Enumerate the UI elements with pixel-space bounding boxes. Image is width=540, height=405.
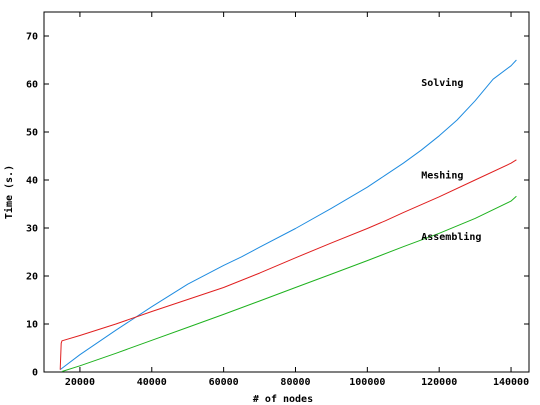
series-labels: Solving Meshing Assembling	[421, 77, 481, 243]
y-axis-label: Time (s.)	[3, 165, 15, 219]
y-tick-label: 40	[26, 176, 38, 187]
y-tick-label: 70	[26, 32, 38, 43]
series-line-meshing	[59, 159, 517, 370]
axis-ticks: 20000 40000 60000 80000 100000 120000 140000 0 1…	[26, 12, 529, 388]
series-label-solving: Solving	[421, 77, 463, 89]
x-axis-label: # of nodes	[253, 394, 313, 405]
series-line-solving	[59, 59, 517, 370]
y-tick-label: 20	[26, 272, 38, 283]
y-tick-label: 0	[32, 368, 38, 379]
x-tick-label: 120000	[421, 377, 457, 388]
series-line-assembling	[61, 195, 517, 372]
series-label-assembling: Assembling	[421, 231, 481, 243]
x-tick-label: 20000	[65, 377, 95, 388]
plot-frame	[43, 11, 530, 373]
x-tick-label: 80000	[280, 377, 310, 388]
x-tick-label: 140000	[493, 377, 529, 388]
series-lines	[59, 59, 517, 372]
x-tick-label: 100000	[349, 377, 385, 388]
x-tick-label: 40000	[137, 377, 167, 388]
y-tick-label: 60	[26, 80, 38, 91]
x-tick-label: 60000	[209, 377, 239, 388]
y-tick-label: 50	[26, 128, 38, 139]
y-tick-label: 10	[26, 320, 38, 331]
series-label-meshing: Meshing	[421, 170, 463, 182]
y-tick-label: 30	[26, 224, 38, 235]
